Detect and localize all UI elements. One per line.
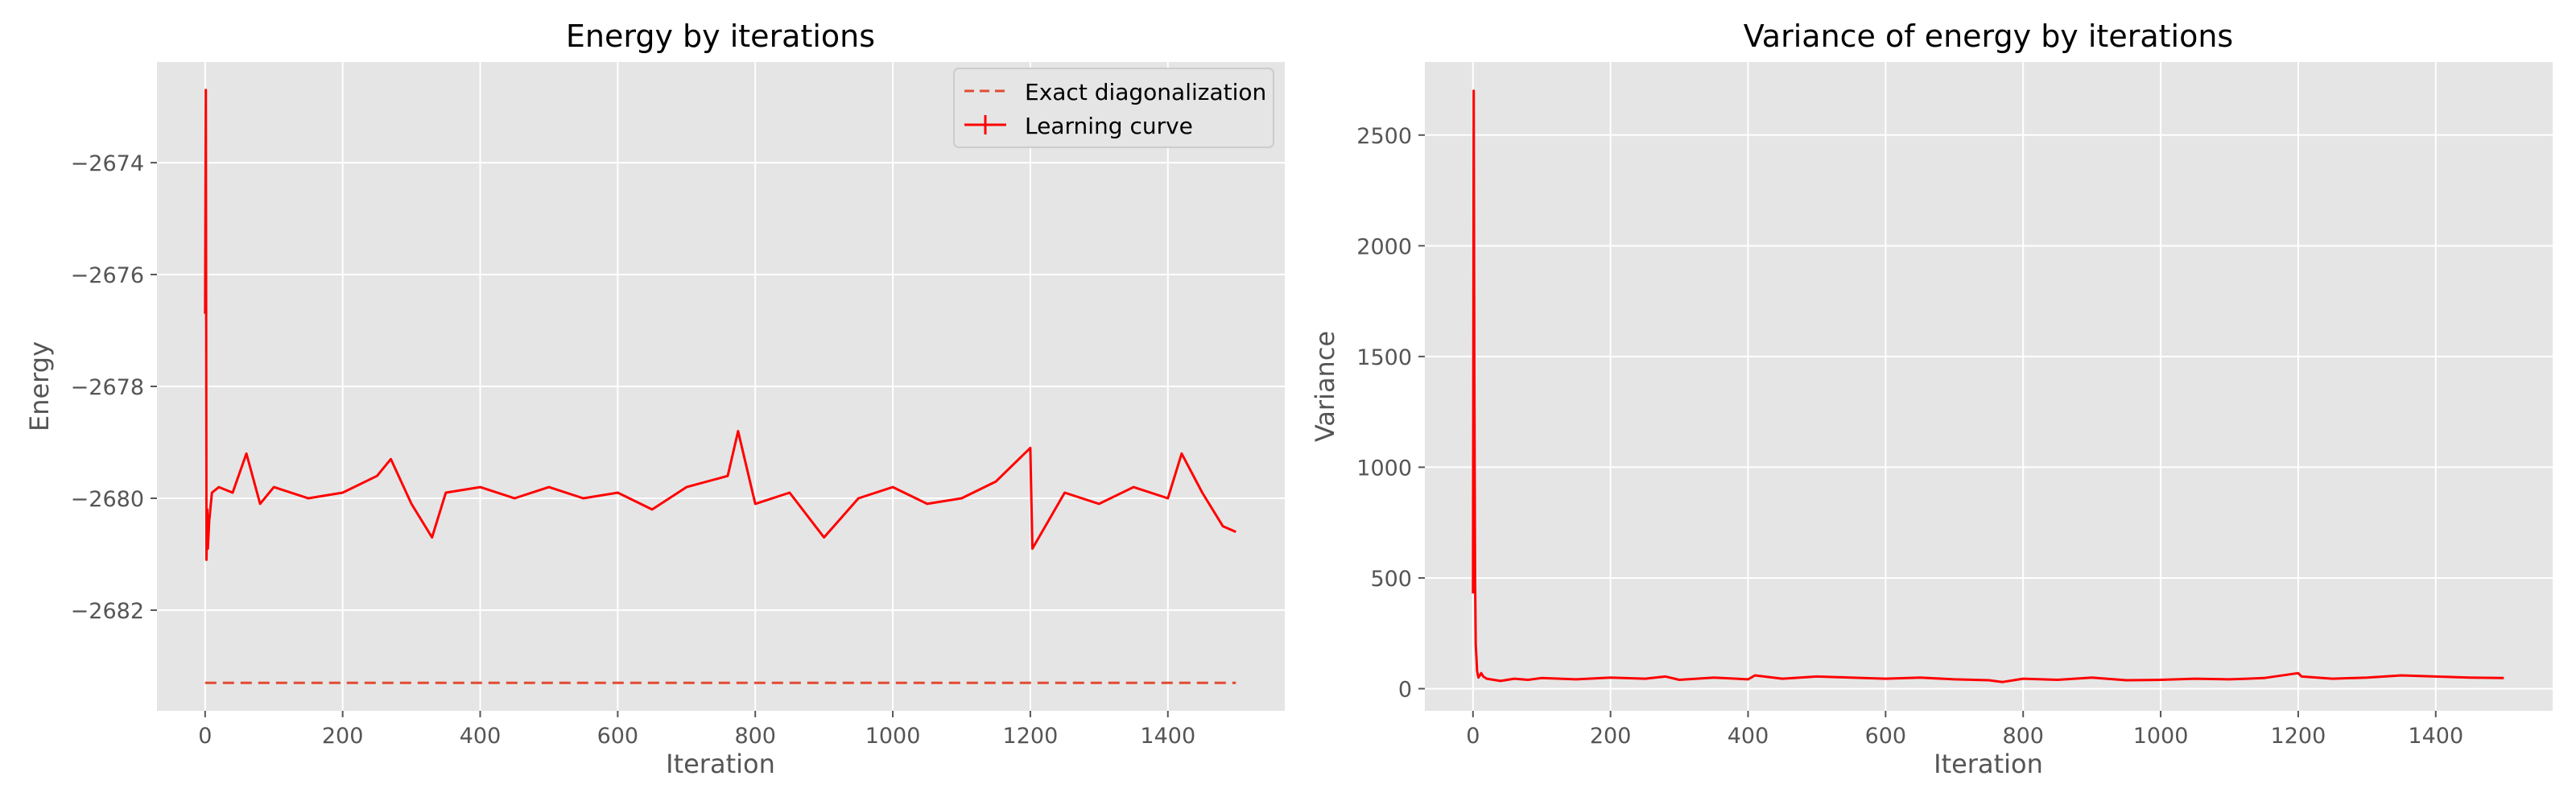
x-tick-label: 400 — [460, 724, 502, 749]
x-tick-label: 1200 — [2271, 724, 2326, 749]
variance-y-axis-label: Variance — [1310, 331, 1340, 442]
y-tick-label: −2674 — [71, 151, 144, 176]
x-tick-label: 1400 — [1140, 724, 1195, 749]
y-tick-label: −2678 — [71, 375, 144, 400]
x-tick-label: 1200 — [1003, 724, 1059, 749]
energy-ticks: 0 200 400 600 800 1000 1200 1400 −2682 −2680 −2678… — [71, 151, 1195, 749]
y-tick-label: 2000 — [1356, 234, 1412, 259]
variance-chart: 0 200 400 600 800 1000 1200 1400 0 500 1000 1500 200… — [1310, 19, 2553, 779]
y-tick-label: 1500 — [1356, 345, 1412, 370]
y-tick-label: −2680 — [71, 487, 144, 512]
legend-box — [953, 68, 1274, 148]
legend-exact-label: Exact diagonalization — [1025, 79, 1266, 105]
x-tick-label: 200 — [1590, 724, 1632, 749]
x-tick-label: 1000 — [865, 724, 921, 749]
series-0-line — [1472, 89, 2504, 683]
legend-learning-label: Learning curve — [1025, 113, 1193, 139]
energy-series — [204, 89, 1236, 684]
legend: Exact diagonalization Learning curve — [953, 68, 1274, 148]
x-tick-label: 800 — [2002, 724, 2044, 749]
x-tick-label: 600 — [1865, 724, 1907, 749]
energy-y-axis-label: Energy — [24, 341, 55, 431]
variance-chart-title: Variance of energy by iterations — [1744, 19, 2233, 54]
x-tick-label: 0 — [1466, 724, 1480, 749]
learning-curve-line — [204, 89, 1236, 561]
x-tick-label: 1000 — [2133, 724, 2189, 749]
y-tick-label: −2682 — [71, 599, 144, 624]
variance-ticks: 0 200 400 600 800 1000 1200 1400 0 500 1000 1500 200… — [1356, 124, 2463, 749]
x-tick-label: 800 — [734, 724, 776, 749]
variance-x-axis-label: Iteration — [1934, 749, 2043, 779]
x-tick-label: 0 — [198, 724, 212, 749]
x-tick-label: 200 — [322, 724, 364, 749]
energy-chart: 0 200 400 600 800 1000 1200 1400 −2682 −2680 −2678… — [24, 19, 1285, 779]
y-tick-label: 1000 — [1356, 456, 1412, 481]
variance-plot-area — [1425, 62, 2553, 711]
variance-series — [1472, 89, 2504, 683]
x-tick-label: 1400 — [2408, 724, 2463, 749]
energy-x-axis-label: Iteration — [666, 749, 775, 779]
x-tick-label: 600 — [597, 724, 639, 749]
y-tick-label: −2676 — [71, 263, 144, 288]
energy-chart-title: Energy by iterations — [566, 19, 875, 54]
energy-grid — [157, 62, 1285, 711]
x-tick-label: 400 — [1728, 724, 1769, 749]
y-tick-label: 0 — [1398, 677, 1412, 702]
y-tick-label: 500 — [1370, 567, 1412, 592]
y-tick-label: 2500 — [1356, 124, 1412, 149]
